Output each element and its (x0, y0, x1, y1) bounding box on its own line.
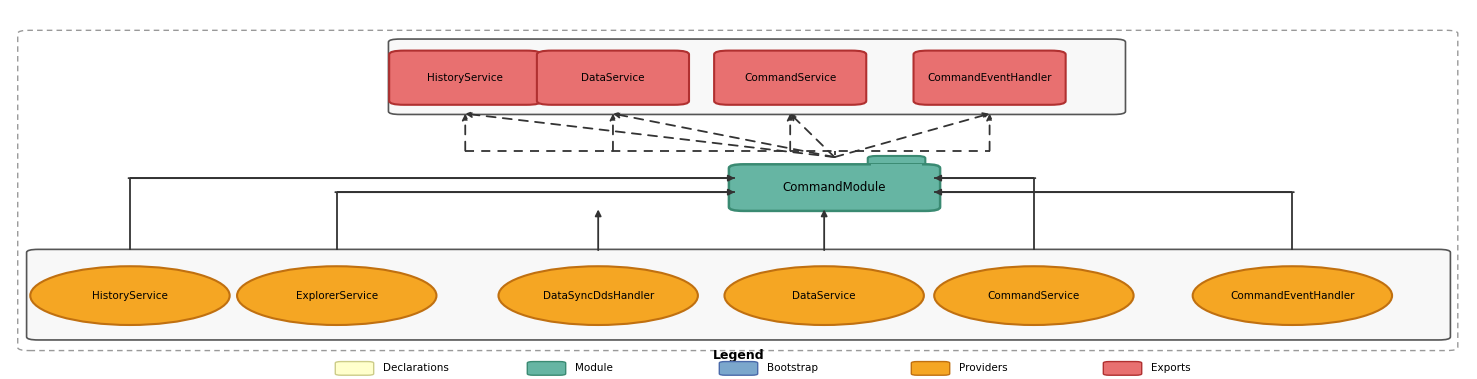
Text: CommandEventHandler: CommandEventHandler (928, 73, 1052, 83)
Bar (870, 164, 922, 168)
Ellipse shape (499, 266, 699, 325)
FancyBboxPatch shape (538, 51, 688, 105)
Text: ExplorerService: ExplorerService (295, 291, 378, 301)
Text: DataSyncDdsHandler: DataSyncDdsHandler (542, 291, 654, 301)
Text: CommandService: CommandService (988, 291, 1080, 301)
FancyBboxPatch shape (715, 51, 866, 105)
FancyBboxPatch shape (1103, 362, 1142, 375)
Text: CommandService: CommandService (744, 73, 836, 83)
FancyBboxPatch shape (867, 156, 925, 168)
Text: HistoryService: HistoryService (92, 291, 168, 301)
Text: Providers: Providers (959, 363, 1007, 373)
FancyBboxPatch shape (335, 362, 374, 375)
Ellipse shape (238, 266, 437, 325)
Text: Bootstrap: Bootstrap (767, 363, 818, 373)
Ellipse shape (1193, 266, 1393, 325)
FancyBboxPatch shape (913, 51, 1066, 105)
FancyBboxPatch shape (728, 164, 939, 211)
Ellipse shape (933, 266, 1133, 325)
Text: Legend: Legend (713, 349, 764, 362)
FancyBboxPatch shape (719, 362, 758, 375)
Text: DataService: DataService (793, 291, 855, 301)
Ellipse shape (30, 266, 230, 325)
FancyBboxPatch shape (388, 39, 1125, 114)
FancyBboxPatch shape (527, 362, 566, 375)
FancyBboxPatch shape (27, 249, 1450, 340)
Text: Exports: Exports (1151, 363, 1190, 373)
Text: Declarations: Declarations (383, 363, 449, 373)
Text: DataService: DataService (582, 73, 644, 83)
Text: CommandEventHandler: CommandEventHandler (1230, 291, 1354, 301)
Ellipse shape (725, 266, 925, 325)
FancyBboxPatch shape (390, 51, 541, 105)
Text: CommandModule: CommandModule (783, 181, 886, 194)
Text: HistoryService: HistoryService (427, 73, 504, 83)
FancyBboxPatch shape (911, 362, 950, 375)
Text: Module: Module (575, 363, 613, 373)
